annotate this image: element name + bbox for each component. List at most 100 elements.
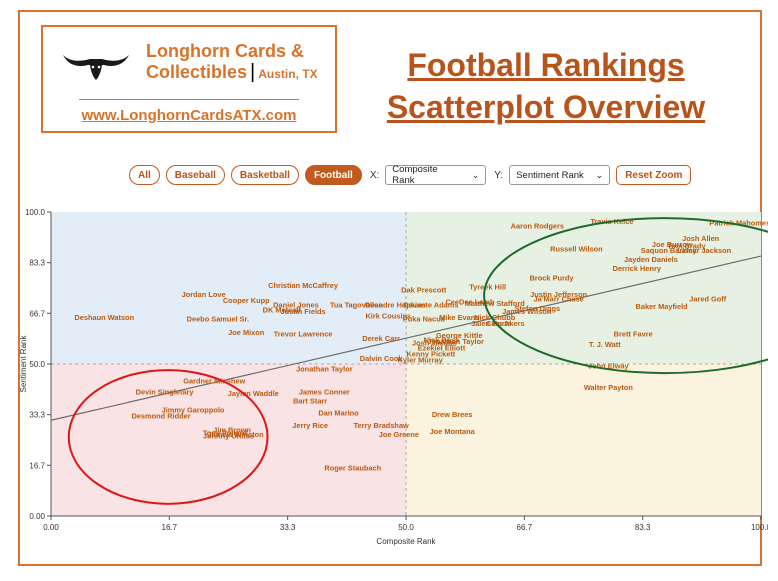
point-label: Devin Singletary	[136, 387, 195, 396]
point-label: Brock Purdy	[530, 273, 575, 282]
point-label: Dan Marino	[318, 409, 359, 418]
point-label: Ja'Marr Chase	[534, 295, 584, 304]
point-label: Matthew Stafford	[465, 299, 525, 308]
y-tick-label: 50.0	[29, 360, 45, 369]
point-label: George Kittle	[436, 331, 482, 340]
point-label: Brett Favre	[614, 330, 653, 339]
point-label: Roger Staubach	[324, 463, 381, 472]
chevron-down-icon: ⌄	[595, 169, 604, 180]
brand-name-line2: Collectibles	[146, 62, 248, 82]
y-axis-select[interactable]: Sentiment Rank ⌄	[509, 165, 611, 185]
point-label: Desmond Ridder	[131, 412, 190, 421]
x-tick-label: 16.7	[162, 523, 178, 532]
point-label: Patrick Mahomes	[709, 219, 768, 228]
point-label: Tyreek Hill	[469, 282, 506, 291]
brand-city: Austin, TX	[258, 67, 318, 81]
point-label: Walter Payton	[584, 383, 633, 392]
y-tick-label: 100.0	[25, 208, 46, 217]
x-axis-title: Composite Rank	[376, 537, 436, 546]
point-label: Drew Brees	[432, 410, 473, 419]
point-label: Josh Allen	[682, 234, 720, 243]
point-label: Jaylen Waddle	[228, 389, 279, 398]
quadrant-bottom-right	[406, 364, 761, 516]
y-tick-label: 66.7	[29, 309, 45, 318]
point-label: Jerry Rice	[292, 421, 328, 430]
chevron-down-icon: ⌄	[471, 169, 480, 180]
point-label: DK Metcalf	[263, 305, 302, 314]
point-label: Deshaun Watson	[74, 313, 134, 322]
filter-football-button[interactable]: Football	[304, 165, 362, 185]
point-label: Russell Wilson	[550, 244, 603, 253]
point-label: Christian McCaffrey	[268, 281, 339, 290]
point-label: Trevor Lawrence	[274, 330, 333, 339]
point-label: James Wilson	[502, 307, 552, 316]
x-tick-label: 100.0	[751, 523, 768, 532]
x-axis-select-value: Composite Rank	[392, 164, 438, 186]
point-label: Gardner Minshew	[183, 377, 245, 386]
point-label: Jimmy Garoppolo	[162, 406, 225, 415]
point-label: Ezekiel Elliott	[418, 343, 466, 352]
y-tick-label: 33.3	[29, 411, 45, 420]
y-tick-label: 0.00	[29, 512, 45, 521]
point-label: Tua Tagovailoa	[330, 301, 384, 310]
point-label: Dalvin Cook	[360, 354, 404, 363]
point-label: Jalen Hurts	[471, 319, 511, 328]
page-title-line2: Scatterplot Overview	[386, 89, 706, 125]
point-label: Bart Starr	[293, 396, 327, 405]
point-label: Stefon Diggs	[515, 304, 561, 313]
x-tick-label: 0.00	[43, 523, 59, 532]
brand-divider	[79, 99, 299, 100]
x-tick-label: 50.0	[398, 523, 414, 532]
point-label: Puka Nacua	[403, 314, 446, 323]
scatter-chart[interactable]: 0.00 16.7 33.3 50.0 66.7 83.3 100.0 0.00 16.7 33.…	[18, 200, 768, 550]
page-title: Football Rankings Scatterplot Overview	[356, 44, 736, 128]
point-label: Baker Mayfield	[636, 302, 689, 311]
point-label: Jim Brown	[213, 425, 251, 434]
brand-name-line1: Longhorn Cards &	[146, 41, 304, 61]
point-label: Davante Adams	[403, 301, 458, 310]
x-axis-select[interactable]: Composite Rank ⌄	[385, 164, 487, 186]
brand-url-link[interactable]: www.LonghornCardsATX.com	[81, 107, 297, 124]
x-tick-label: 66.7	[517, 523, 533, 532]
point-label: Tony Pollard	[203, 428, 248, 437]
point-label: Johnny Unitas	[203, 431, 254, 440]
quadrant-top-right	[406, 212, 761, 364]
point-label: Deebo Samuel Sr.	[187, 314, 249, 323]
point-label: Jared Goff	[689, 295, 726, 304]
point-label: Derrick Henry	[613, 264, 662, 273]
point-label: Justin Fields	[280, 307, 325, 316]
point-label: T. J. Watt	[589, 340, 621, 349]
x-axis-select-label: X:	[369, 169, 380, 181]
x-tick-label: 83.3	[635, 523, 651, 532]
point-label: Deandre Hopkins	[365, 301, 426, 310]
filter-baseball-button[interactable]: Baseball	[165, 165, 225, 185]
point-label: Joe Greene	[379, 430, 419, 439]
y-axis-select-value: Sentiment Rank	[516, 169, 584, 181]
x-tick-label: 33.3	[280, 523, 296, 532]
point-label: Daniel Jones	[273, 301, 319, 310]
quadrant-top-left	[51, 212, 406, 364]
brand-separator: |	[250, 61, 256, 83]
filter-all-button[interactable]: All	[129, 165, 160, 185]
y-axis-select-label: Y:	[494, 169, 504, 181]
point-label: Jonathan Taylor	[296, 365, 353, 374]
y-tick-label: 16.7	[29, 461, 45, 470]
highlight-circle-green	[483, 217, 768, 375]
filter-basketball-button[interactable]: Basketball	[230, 165, 299, 185]
point-label: Joe Burrow	[652, 240, 693, 249]
reset-zoom-button[interactable]: Reset Zoom	[616, 165, 692, 185]
point-label: Kenny Pickett	[406, 349, 455, 358]
point-label: Kirk Cousins	[365, 311, 411, 320]
point-label: Saquon Barkley	[641, 246, 698, 255]
brand-logo: Longhorn Cards & Collectibles | Austin, TX…	[41, 25, 337, 133]
y-tick-label: 83.3	[29, 259, 45, 268]
highlight-circle-red	[67, 369, 269, 505]
point-label: Jonathan Taylor	[427, 337, 484, 346]
point-label: Derek Carr	[362, 334, 400, 343]
point-label: Joe Montana	[430, 427, 476, 436]
point-label: Nick Chubb	[474, 313, 516, 322]
point-label: Jordan Love	[182, 290, 226, 299]
point-label: Tom Brady	[667, 241, 706, 250]
point-label: Jayden Daniels	[624, 255, 678, 264]
point-label: Cam Akers	[486, 319, 524, 328]
